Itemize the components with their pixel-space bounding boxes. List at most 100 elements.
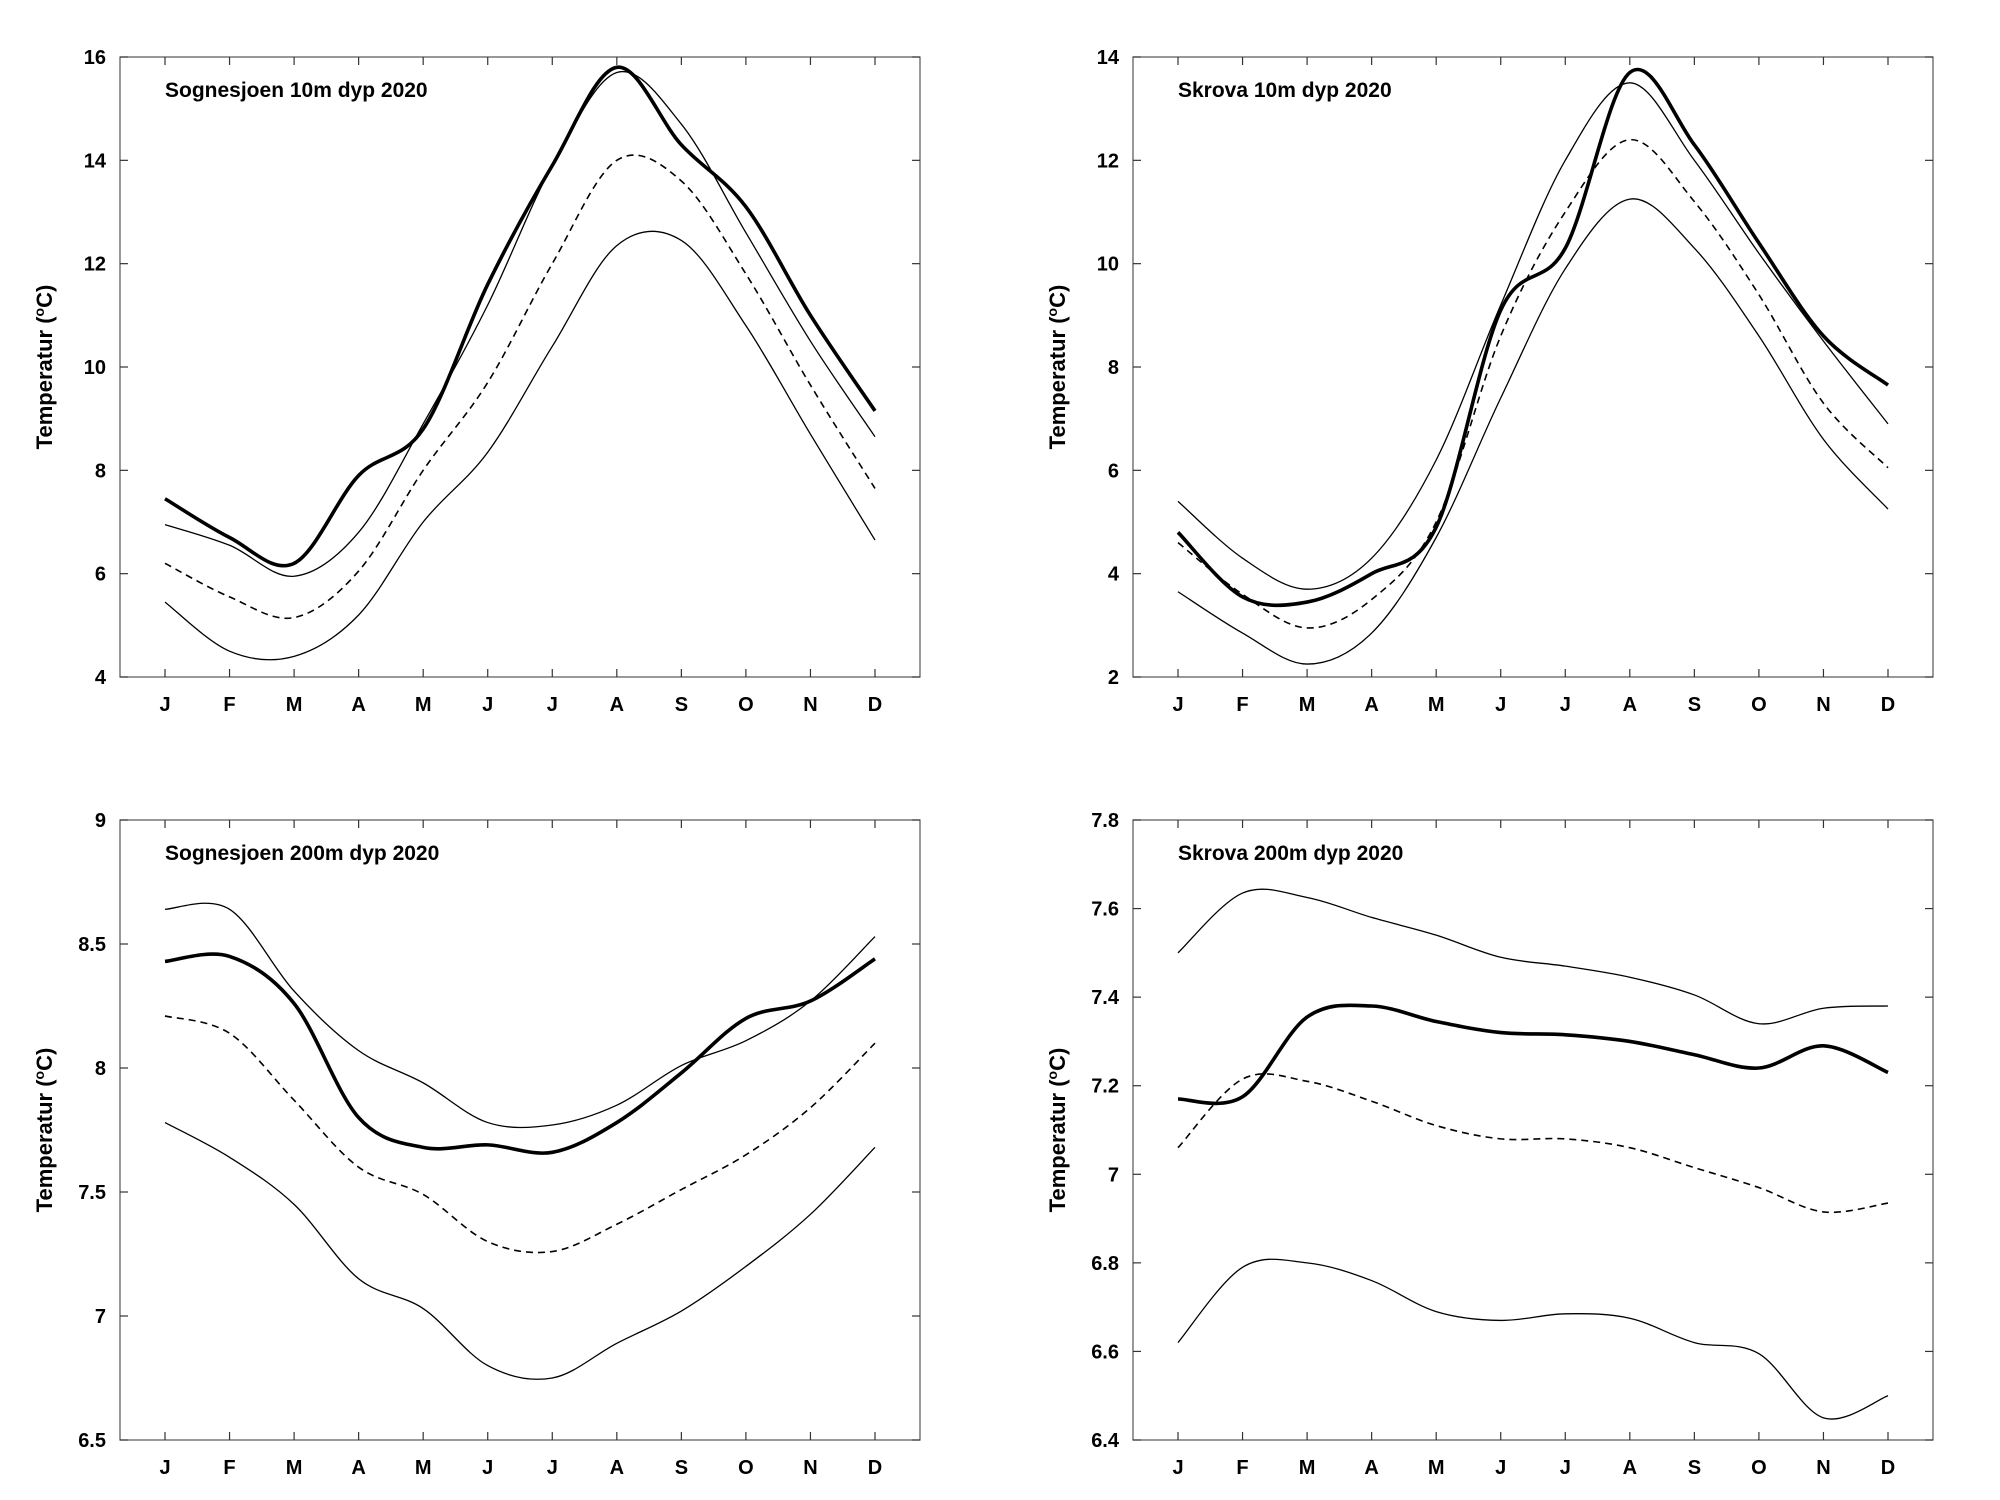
x-tick-label: M	[415, 694, 432, 716]
x-tick-label: S	[1688, 694, 1701, 716]
y-tick-label: 6	[95, 564, 106, 586]
x-tick-label: J	[159, 1457, 170, 1479]
x-tick-label: S	[675, 694, 688, 716]
x-tick-label: D	[868, 694, 882, 716]
x-tick-label: M	[286, 694, 303, 716]
x-tick-label: M	[1428, 694, 1445, 716]
x-tick-label: J	[159, 694, 170, 716]
y-tick-label: 7.6	[1091, 899, 1119, 921]
x-tick-label: J	[1172, 1457, 1183, 1479]
x-tick-label: J	[1495, 1457, 1506, 1479]
chart-panel-2: 2 4 6 8 10 12 14 J F M A M J J A S O N D Skrova 10m dyp 202…	[1044, 47, 1934, 716]
y-tick-label: 7.5	[78, 1182, 106, 1204]
series-line-thin	[1177, 1258, 1889, 1420]
x-tick-label: N	[1816, 694, 1830, 716]
series-line-thick	[164, 952, 876, 1155]
y-axis-label-unit: C)	[32, 285, 57, 308]
x-tick-label: M	[1299, 694, 1316, 716]
x-tick-label: A	[610, 694, 624, 716]
x-tick-label: O	[738, 694, 754, 716]
y-tick-label: 10	[1097, 254, 1119, 276]
x-tick-label: A	[610, 1457, 624, 1479]
x-tick-label: A	[1623, 694, 1637, 716]
plot-frame	[1132, 56, 1934, 678]
y-tick-label: 6.5	[78, 1430, 106, 1452]
y-tick-label: 8.5	[78, 934, 106, 956]
x-tick-label: J	[1560, 694, 1571, 716]
y-axis-label-degree: o	[1044, 308, 1060, 317]
series-line-thin	[164, 1121, 876, 1380]
y-tick-label: 8	[95, 460, 106, 482]
series-line-dashed	[164, 1015, 876, 1254]
series-line-thin	[1177, 198, 1889, 665]
series-line-thin	[1177, 888, 1889, 1025]
y-axis-label-degree: o	[31, 308, 47, 317]
y-tick-label: 6.8	[1091, 1253, 1119, 1275]
series-line-thick	[1177, 1003, 1889, 1106]
x-tick-label: J	[1560, 1457, 1571, 1479]
y-tick-label: 8	[95, 1058, 106, 1080]
x-tick-label: S	[1688, 1457, 1701, 1479]
chart-panel-4: 6.4 6.6 6.8 7 7.2 7.4 7.6 7.8 J F M A M J J A S O N D Skrova…	[1044, 810, 1934, 1479]
y-axis-label-main: Temperatur (	[1045, 316, 1070, 450]
y-axis-label: Temperatur (oC)	[1044, 1048, 1070, 1213]
series-line-thin	[164, 902, 876, 1129]
y-tick-label: 7.2	[1091, 1076, 1119, 1098]
y-tick-label: 2	[1108, 667, 1119, 689]
x-tick-label: J	[1495, 694, 1506, 716]
x-tick-label: F	[223, 1457, 235, 1479]
y-tick-label: 14	[1097, 47, 1120, 69]
y-axis-label: Temperatur (oC)	[1044, 285, 1070, 450]
y-axis-label-degree: o	[31, 1071, 47, 1080]
y-tick-label: 7.8	[1091, 810, 1119, 832]
x-tick-label: J	[482, 694, 493, 716]
x-tick-label: J	[547, 1457, 558, 1479]
y-axis-label-unit: C)	[1045, 285, 1070, 308]
y-axis-label: Temperatur (oC)	[31, 1048, 57, 1213]
series-line-thick	[164, 65, 877, 568]
x-tick-label: M	[1299, 1457, 1316, 1479]
y-tick-label: 6.6	[1091, 1341, 1119, 1363]
y-axis-label-main: Temperatur (	[1045, 1079, 1070, 1213]
x-tick-label: M	[286, 1457, 303, 1479]
x-tick-label: O	[1751, 694, 1767, 716]
y-axis-label: Temperatur (oC)	[31, 285, 57, 450]
x-tick-label: N	[803, 1457, 817, 1479]
y-tick-label: 7	[1108, 1164, 1119, 1186]
x-tick-label: J	[1172, 694, 1183, 716]
x-tick-label: N	[803, 694, 817, 716]
y-axis-label-unit: C)	[32, 1048, 57, 1071]
x-tick-label: M	[1428, 1457, 1445, 1479]
y-tick-label: 7.4	[1091, 987, 1120, 1009]
y-tick-label: 12	[1097, 150, 1119, 172]
x-tick-label: A	[1364, 1457, 1378, 1479]
x-tick-label: O	[738, 1457, 754, 1479]
x-tick-label: D	[1881, 694, 1895, 716]
series-line-dashed	[1177, 1073, 1889, 1214]
y-axis-label-unit: C)	[1045, 1048, 1070, 1071]
x-tick-label: F	[223, 694, 235, 716]
series-line-thin	[1177, 82, 1889, 590]
panel-title: Skrova 200m dyp 2020	[1178, 842, 1403, 865]
x-tick-label: F	[1236, 1457, 1248, 1479]
series-line-thick	[1176, 67, 1890, 608]
series-line-dashed	[164, 154, 876, 620]
series-line-dashed	[1177, 138, 1889, 629]
y-axis-label-main: Temperatur (	[32, 1079, 57, 1213]
panel-title: Skrova 10m dyp 2020	[1178, 79, 1392, 102]
x-tick-label: A	[351, 1457, 365, 1479]
y-tick-label: 9	[95, 810, 106, 832]
y-tick-label: 14	[84, 150, 107, 172]
y-tick-label: 10	[84, 357, 106, 379]
x-tick-label: N	[1816, 1457, 1830, 1479]
x-tick-label: D	[1881, 1457, 1895, 1479]
y-axis-label-main: Temperatur (	[32, 316, 57, 450]
plot-frame	[119, 819, 921, 1441]
x-tick-label: M	[415, 1457, 432, 1479]
chart-panel-1: 4 6 8 10 12 14 16 J F M A M J J A S O N D Sognesjoen 10m dy…	[31, 47, 921, 716]
y-tick-label: 8	[1108, 357, 1119, 379]
x-tick-label: D	[868, 1457, 882, 1479]
plot-frame	[1132, 819, 1934, 1441]
y-tick-label: 6	[1108, 460, 1119, 482]
x-tick-label: J	[547, 694, 558, 716]
